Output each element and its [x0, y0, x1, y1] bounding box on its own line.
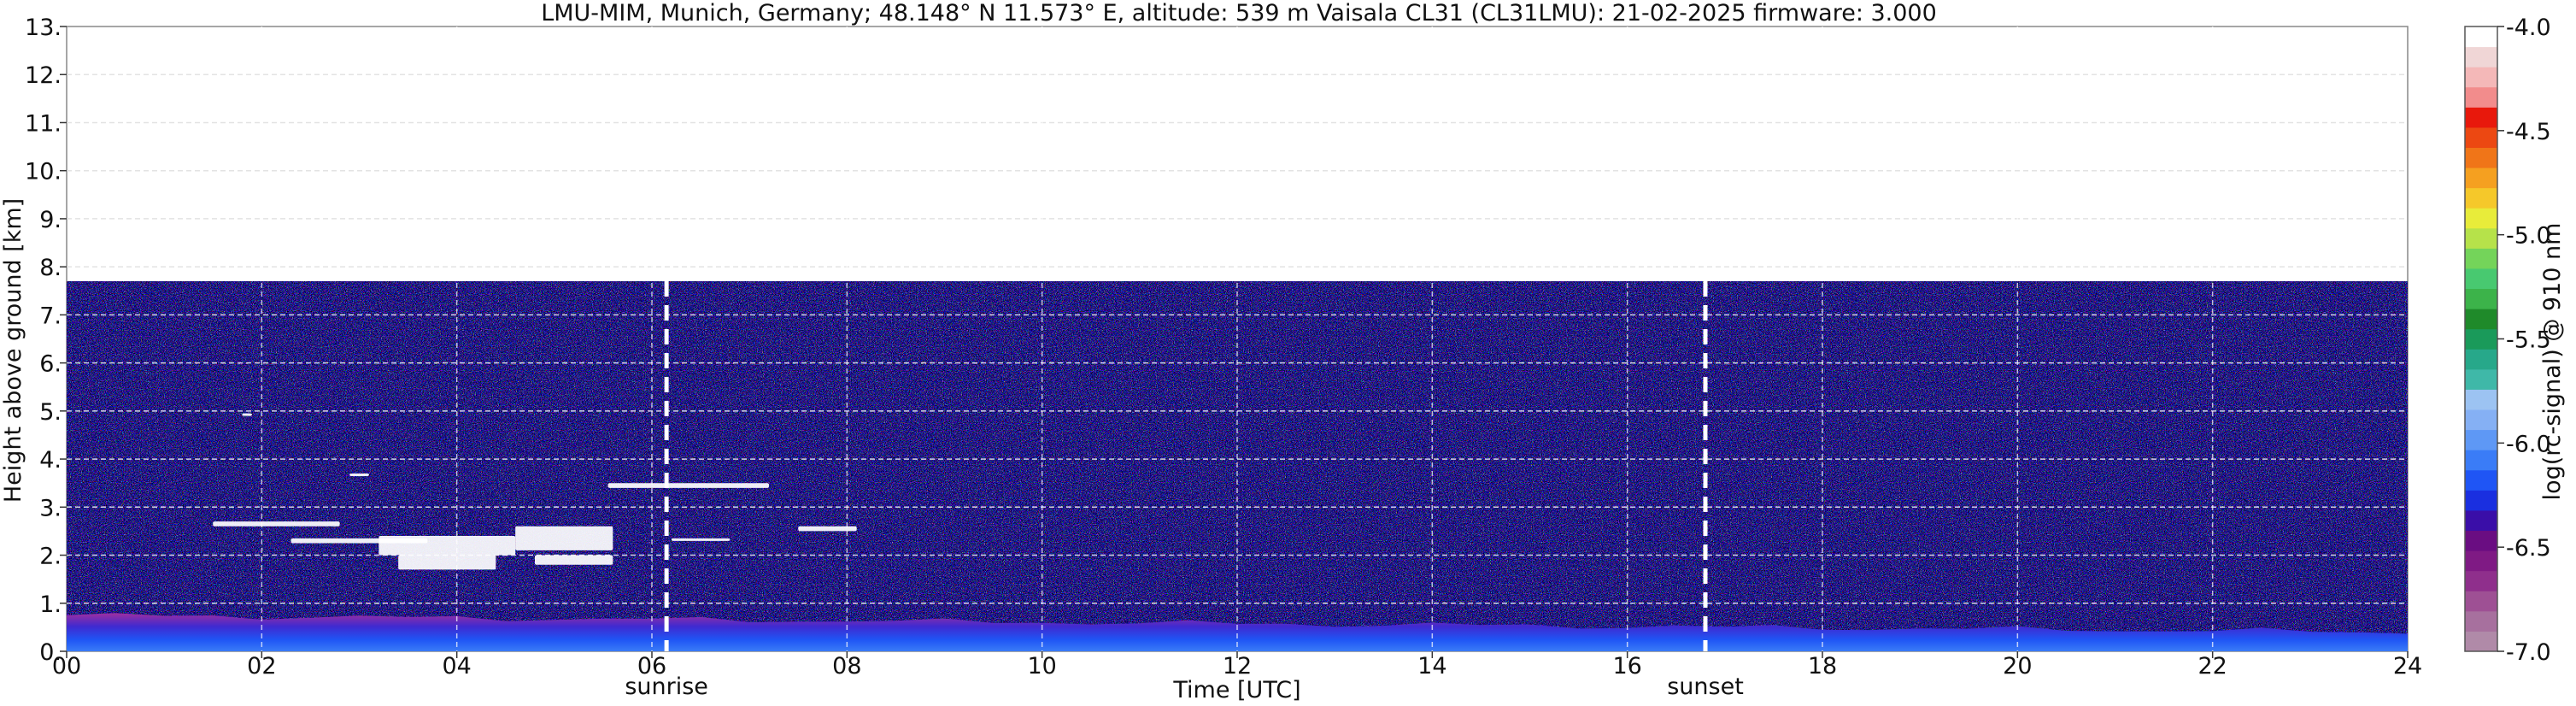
cloud-patch — [535, 555, 613, 565]
cloud-patch — [398, 555, 496, 570]
colorbar-segment — [2465, 107, 2497, 128]
y-tick-label: 10. — [25, 159, 62, 185]
y-tick-label: 9. — [39, 207, 62, 233]
x-tick-label: 16 — [1612, 653, 1641, 680]
y-tick-label: 11. — [25, 110, 62, 137]
colorbar-tick-label: -7.0 — [2506, 639, 2551, 666]
colorbar-segment — [2465, 86, 2497, 108]
colorbar-segment — [2465, 389, 2497, 410]
x-axis-label: Time [UTC] — [1172, 677, 1300, 703]
cloud-patch — [515, 526, 613, 550]
colorbar-tick-label: -4.0 — [2506, 15, 2551, 41]
cloud-features — [213, 413, 857, 570]
y-tick-label: 1. — [39, 591, 62, 618]
colorbar-segment — [2465, 409, 2497, 431]
y-tick-label: 4. — [39, 447, 62, 474]
colorbar-segment — [2465, 368, 2497, 390]
colorbar-segment — [2465, 490, 2497, 511]
x-tick-label: 02 — [247, 653, 276, 680]
colorbar-segment — [2465, 147, 2497, 168]
colorbar-segment — [2465, 509, 2497, 532]
sun-event-labels: sunrise sunset — [625, 674, 1743, 700]
colorbar-segment — [2465, 610, 2497, 632]
x-tick-label: 20 — [2003, 653, 2032, 680]
y-axis-ticks: 0. 1. 2. 3. 4. 5. 6. 7. 8. 9. 10. 11. 12. 13. — [25, 15, 67, 666]
colorbar-segment — [2465, 46, 2497, 68]
colorbar-segment — [2465, 530, 2497, 551]
colorbar-segment — [2465, 450, 2497, 471]
y-tick-label: 7. — [39, 303, 62, 329]
x-tick-label: 12 — [1223, 653, 1252, 680]
colorbar-segment — [2465, 429, 2497, 450]
colorbar-segment — [2465, 248, 2497, 269]
x-tick-label: 24 — [2393, 653, 2422, 680]
y-axis-label: Height above ground [km] — [0, 198, 26, 503]
y-tick-label: 3. — [39, 495, 62, 521]
colorbar-segment — [2465, 26, 2497, 48]
x-tick-label: 04 — [442, 653, 471, 680]
plot-area — [66, 26, 2409, 652]
colorbar-segment — [2465, 570, 2497, 591]
x-tick-label: 22 — [2198, 653, 2227, 680]
cloud-patch — [349, 473, 369, 476]
colorbar-segment — [2465, 349, 2497, 370]
colorbar-segment — [2465, 288, 2497, 309]
sunset-label: sunset — [1667, 674, 1744, 700]
y-tick-label: 6. — [39, 351, 62, 378]
colorbar-segment — [2465, 67, 2497, 88]
y-tick-label: 12. — [25, 62, 62, 89]
cloud-patch — [607, 483, 769, 488]
x-tick-label: 06 — [637, 653, 666, 680]
chart-title: LMU-MIM, Munich, Germany; 48.148° N 11.5… — [541, 0, 1937, 26]
colorbar-segment — [2465, 550, 2497, 572]
colorbar-segment — [2465, 309, 2497, 330]
colorbar-tick-label: -6.0 — [2506, 431, 2551, 457]
y-tick-label: 2. — [39, 544, 62, 570]
colorbar-segment — [2465, 631, 2497, 652]
colorbar-segment — [2465, 208, 2497, 229]
sunrise-label: sunrise — [625, 674, 708, 700]
colorbar-segment — [2465, 591, 2497, 612]
cloud-patch — [213, 521, 340, 527]
y-tick-label: 0. — [39, 639, 62, 666]
colorbar-segment — [2465, 187, 2497, 209]
colorbar-segment — [2465, 227, 2497, 249]
colorbar-tick-label: -5.0 — [2506, 223, 2551, 250]
boundary-layer — [67, 613, 2408, 651]
y-tick-label: 5. — [39, 399, 62, 426]
colorbar: -4.0 -4.5 -5.0 -5.5 -6.0 -6.5 -7.0 — [2464, 15, 2551, 666]
x-tick-label: 14 — [1417, 653, 1446, 680]
cloud-patch — [798, 526, 857, 532]
x-tick-label: 18 — [1808, 653, 1837, 680]
cloud-patch — [671, 538, 731, 541]
colorbar-tick-label: -6.5 — [2506, 535, 2551, 562]
x-tick-label: 00 — [52, 653, 81, 680]
x-axis-ticks: 00 02 04 06 08 10 12 14 16 18 20 22 24 — [52, 651, 2422, 680]
cloud-patch — [242, 413, 252, 416]
grid-lines — [67, 26, 2408, 651]
colorbar-segment — [2465, 328, 2497, 350]
y-tick-label: 13. — [25, 15, 62, 41]
cloud-patch — [378, 536, 516, 556]
sun-event-lines — [664, 281, 1708, 651]
colorbar-segment — [2465, 268, 2497, 290]
y-tick-label: 8. — [39, 255, 62, 281]
x-tick-label: 10 — [1027, 653, 1056, 680]
colorbar-tick-label: -4.5 — [2506, 119, 2551, 145]
colorbar-segment — [2465, 168, 2497, 189]
colorbar-label: log(rc-signal) @ 910 nm — [2539, 223, 2566, 501]
colorbar-tick-label: -5.5 — [2506, 327, 2551, 354]
x-tick-label: 08 — [832, 653, 861, 680]
colorbar-segment — [2465, 126, 2497, 148]
colorbar-segment — [2465, 469, 2497, 491]
